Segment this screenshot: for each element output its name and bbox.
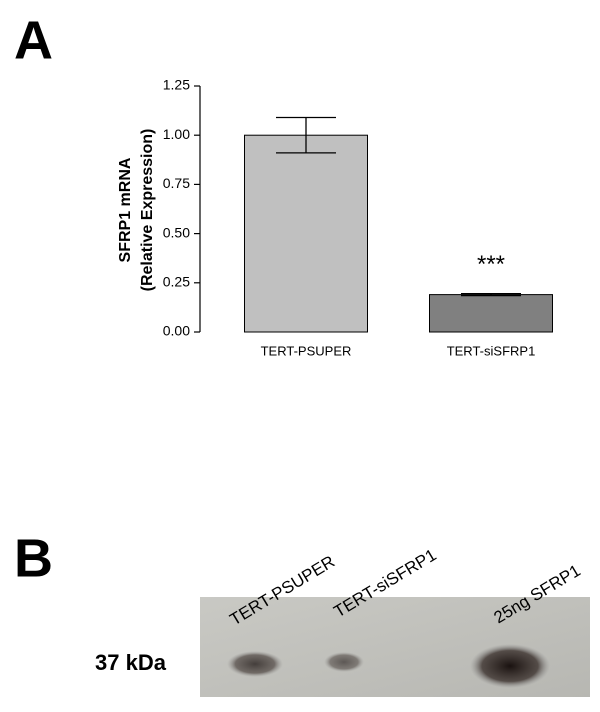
x-tick-label: TERT-PSUPER	[261, 343, 352, 358]
bar	[429, 294, 553, 333]
y-tick-label: 1.00	[163, 126, 190, 142]
y-tick-label: 0.50	[163, 224, 190, 240]
y-tick-label: 1.25	[163, 77, 190, 93]
blot-band	[470, 644, 550, 688]
blot-band	[324, 652, 364, 672]
bar	[244, 134, 368, 333]
blot-band	[227, 651, 283, 677]
y-tick-label: 0.25	[163, 274, 190, 290]
marker-label: 37 kDa	[95, 650, 167, 675]
x-tick-label: TERT-siSFRP1	[447, 343, 536, 358]
y-tick-label: 0.00	[163, 323, 190, 339]
significance: ***	[477, 251, 505, 278]
y-axis-title-line: SFRP1 mRNA	[117, 157, 134, 262]
panel-label: B	[14, 528, 53, 588]
y-axis-title: SFRP1 mRNA (Relative Expression)	[117, 129, 156, 292]
y-tick-label: 0.75	[163, 175, 190, 191]
y-axis-title-line: (Relative Expression)	[139, 129, 156, 292]
panel-label: A	[14, 10, 53, 70]
